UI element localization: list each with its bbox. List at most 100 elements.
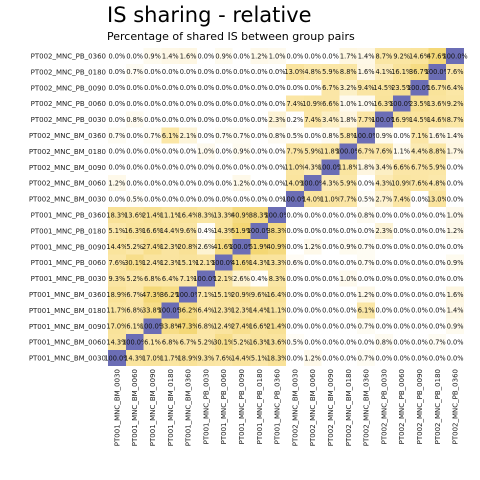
cell-value-label: 0.0% [322,52,339,60]
heatmap-cell [410,254,429,271]
heatmap-cell [375,207,393,223]
cell-value-label: 0.5% [126,195,143,203]
heatmap-cell [303,238,322,255]
cell-value-label: 16.4% [178,211,199,219]
heatmap-cell [339,95,358,112]
heatmap-cell [446,79,464,96]
heatmap-cell [250,111,269,128]
heatmap-cell [197,191,215,207]
column-labels: PT001_MNC_BM_0030 PT001_MNC_BM_0060 PT001_… [113,369,459,446]
cell-value-label: 0.0% [215,100,232,108]
cell-value-label: 0.0% [269,84,286,92]
heatmap-cell [392,270,411,287]
cell-value-label: 17.0% [106,323,127,331]
heatmap-cell [392,350,411,366]
cell-value-label: 0.0% [304,291,321,299]
heatmap-cell [357,191,375,207]
cell-value-label: 11.7% [106,307,127,315]
heatmap-cell [428,95,447,112]
cell-value-label: 0.0% [269,195,286,203]
cell-value-label: 7.7% [340,195,357,203]
cell-value-label: 12.3% [231,307,252,315]
heatmap-cell [161,95,180,112]
cell-value-label: 0.0% [304,259,321,267]
heatmap-cell [161,318,180,335]
cell-value-label: 41.6% [231,259,252,267]
heatmap-cell [232,302,251,319]
heatmap-cell [161,111,180,128]
heatmap-cell [250,254,269,271]
heatmap-cell [428,318,447,335]
cell-value-label: 9.3% [198,354,215,362]
cell-value-label: 6.7% [358,148,375,156]
heatmap-cell [143,286,162,303]
cell-value-label: 0.0% [198,164,215,172]
cell-value-label: 0.9% [144,52,161,60]
cell-value-label: 0.0% [126,100,143,108]
cell-value-label: 36.2% [160,291,181,299]
cell-value-label: 13.0% [284,68,305,76]
heatmap-cell [268,222,286,239]
heatmap-cell [179,63,197,80]
heatmap-cell [428,175,447,192]
heatmap-cell [125,270,144,287]
heatmap-cell [357,302,375,319]
cell-value-label: 0.0% [180,195,197,203]
heatmap-cell [339,350,358,366]
cell-value-label: 0.7% [109,132,126,140]
heatmap-cell [197,270,215,287]
cell-value-label: 0.0% [411,227,428,235]
heatmap-cell [179,127,197,144]
heatmap-cell [446,111,464,128]
heatmap-cell [108,48,126,64]
heatmap-cell [375,79,393,96]
heatmap-cell [161,286,180,303]
heatmap-cell [161,63,180,80]
heatmap-cell [339,286,358,303]
cell-value-label: 21.4% [267,323,288,331]
cell-value-label: 0.0% [109,100,126,108]
heatmap-cell [125,175,144,192]
cell-value-label: 0.7% [144,132,161,140]
heatmap-cell [143,222,162,239]
cell-value-label: 0.0% [251,68,268,76]
cell-value-label: 0.0% [215,68,232,76]
cell-value-label: 100.0% [282,195,307,203]
row-label: PT001_MNC_PB_0180 [31,227,106,235]
cell-value-label: 0.0% [109,164,126,172]
cell-value-label: 2.6% [198,243,215,251]
cell-value-label: 0.0% [215,148,232,156]
heatmap-cell [179,318,197,335]
cell-value-label: 0.7% [358,259,375,267]
heatmap-cell [375,254,393,271]
heatmap-cell [339,238,358,255]
heatmap-cell [321,318,340,335]
cell-value-label: 0.0% [340,338,357,346]
heatmap-cell [161,222,180,239]
heatmap-cell [446,63,464,80]
cell-value-label: 6.8% [144,275,161,283]
cell-value-label: 0.0% [447,179,464,187]
heatmap-cell [428,111,447,128]
cell-value-label: 100.0% [140,323,165,331]
heatmap-cell [197,302,215,319]
cell-value-label: 1.0% [198,148,215,156]
heatmap-cell [321,238,340,255]
heatmap-cell [392,286,411,303]
cell-value-label: 2.3% [376,227,393,235]
heatmap-cell [410,318,429,335]
heatmap-cell [268,350,286,366]
cell-value-label: 1.0% [340,100,357,108]
heatmap-cell [125,222,144,239]
cell-value-label: 100.0% [265,211,290,219]
cell-value-label: 7.6% [109,259,126,267]
cell-value-label: 0.0% [109,84,126,92]
heatmap-cell [197,334,215,351]
cell-value-label: 9.4% [358,84,375,92]
heatmap-cell [357,350,375,366]
cell-value-label: 0.0% [340,307,357,315]
cell-value-label: 0.0% [233,116,250,124]
heatmap-cell [268,143,286,160]
cell-value-label: 0.0% [180,116,197,124]
cell-value-label: 14.5% [373,84,394,92]
